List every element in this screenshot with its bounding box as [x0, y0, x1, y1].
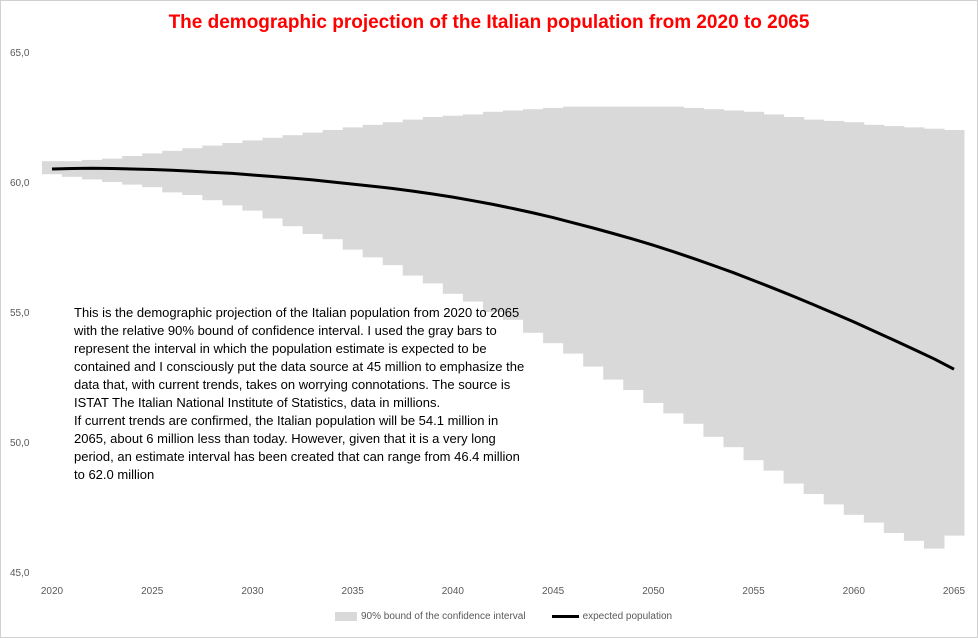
- confidence-bar-2054: [723, 110, 745, 448]
- confidence-bar-2051: [663, 106, 684, 414]
- x-tick-label: 2065: [943, 586, 966, 597]
- confidence-bar-2052: [683, 107, 704, 424]
- confidence-bar-2042: [482, 111, 504, 312]
- confidence-bar-2063: [903, 127, 925, 541]
- x-tick-label: 2020: [41, 586, 64, 597]
- annotation-text: This is the demographic projection of th…: [74, 304, 534, 484]
- confidence-bar-2036: [362, 124, 384, 258]
- y-tick-label: 50,0: [10, 438, 30, 449]
- legend-band-label: 90% bound of the confidence interval: [361, 611, 526, 622]
- confidence-bar-2046: [563, 106, 584, 354]
- x-tick-label: 2040: [442, 586, 465, 597]
- x-tick-label: 2035: [342, 586, 365, 597]
- confidence-bar-2053: [703, 109, 724, 437]
- confidence-bar-2039: [422, 117, 444, 284]
- confidence-bar-2055: [743, 111, 765, 461]
- y-tick-label: 65,0: [10, 48, 30, 59]
- confidence-bar-2060: [843, 122, 865, 515]
- confidence-bar-2049: [623, 106, 644, 390]
- confidence-bar-2062: [883, 126, 905, 533]
- confidence-bar-2032: [282, 135, 304, 227]
- confidence-bar-2047: [583, 106, 604, 367]
- y-tick-label: 55,0: [10, 308, 30, 319]
- x-tick-label: 2025: [141, 586, 164, 597]
- confidence-band-bars: [41, 106, 965, 549]
- confidence-bar-2045: [543, 107, 564, 344]
- confidence-bar-2034: [322, 130, 344, 240]
- confidence-bar-2050: [643, 106, 664, 403]
- y-tick-label: 60,0: [10, 178, 30, 189]
- x-tick-label: 2045: [542, 586, 565, 597]
- x-tick-label: 2055: [742, 586, 765, 597]
- confidence-bar-2040: [442, 115, 464, 294]
- confidence-bar-2023: [102, 158, 123, 182]
- confidence-bar-2041: [462, 114, 484, 302]
- annotation-paragraph-1: This is the demographic projection of th…: [74, 305, 525, 410]
- confidence-bar-2038: [402, 119, 424, 276]
- x-tick-label: 2030: [241, 586, 264, 597]
- confidence-bar-2043: [503, 110, 524, 320]
- y-tick-label: 45,0: [10, 568, 30, 579]
- y-axis-tick-labels: 45,0 50,0 55,0 60,0 65,0: [10, 48, 30, 579]
- legend-item-line: expected population: [551, 611, 673, 622]
- x-tick-label: 2060: [843, 586, 866, 597]
- confidence-bar-2031: [262, 137, 284, 219]
- confidence-bar-2061: [863, 124, 885, 523]
- confidence-bar-2065: [943, 130, 965, 536]
- legend-band-swatch: [335, 612, 357, 621]
- x-tick-label: 2050: [642, 586, 665, 597]
- confidence-bar-2048: [603, 106, 624, 380]
- legend-item-band: 90% bound of the confidence interval: [335, 611, 526, 622]
- chart-title: The demographic projection of the Italia…: [168, 12, 810, 33]
- legend-line-swatch: [551, 615, 579, 618]
- confidence-bar-2064: [923, 128, 945, 549]
- confidence-bar-2058: [803, 119, 825, 494]
- confidence-bar-2037: [382, 122, 404, 266]
- confidence-bar-2044: [523, 109, 544, 333]
- x-axis-tick-labels: 2020 2025 2030 2035 2040 2045 2050 2055 2060 2065: [41, 586, 966, 597]
- expected-population-line: [51, 166, 955, 371]
- annotation-paragraph-2: If current trends are confirmed, the Ita…: [74, 413, 520, 482]
- confidence-bar-2035: [342, 127, 364, 250]
- legend-line-label: expected population: [582, 611, 673, 622]
- confidence-bar-2056: [763, 114, 785, 471]
- confidence-bar-2033: [302, 132, 324, 234]
- legend: 90% bound of the confidence interval exp…: [335, 611, 698, 622]
- confidence-bar-2057: [783, 117, 805, 484]
